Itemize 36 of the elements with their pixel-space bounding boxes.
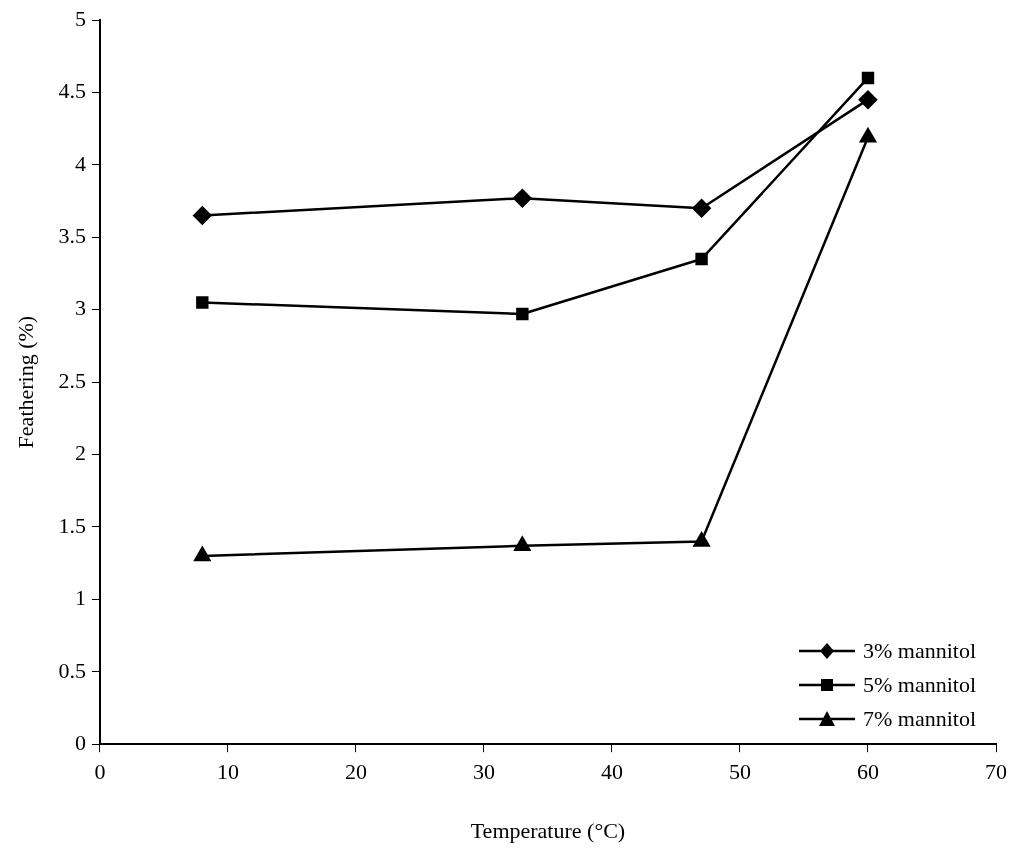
x-tick-label: 10 [216, 759, 239, 785]
y-tick-label: 3 [74, 295, 86, 321]
y-axis-title: Feathering (%) [12, 315, 38, 449]
x-tick-label: 70 [985, 759, 1007, 785]
x-tick-label: 60 [856, 759, 879, 785]
y-tick-label: 0 [74, 729, 86, 755]
point [692, 199, 711, 218]
legend-label: 5% mannitol [863, 672, 977, 699]
x-tick-label: 50 [728, 759, 751, 785]
x-tick-label: 30 [472, 759, 495, 785]
y-tick-label: 2 [74, 440, 86, 466]
x-tick-label: 0 [94, 759, 106, 785]
point [695, 252, 708, 266]
y-tick-label: 1.5 [58, 512, 86, 538]
point [196, 296, 209, 309]
y-tick-label: 4 [74, 150, 86, 176]
y-tick-label: 2.5 [58, 367, 86, 393]
point [516, 307, 529, 321]
point [194, 546, 211, 562]
point [193, 206, 212, 225]
y-tick-label: 4.5 [58, 78, 86, 104]
point [514, 536, 531, 552]
point [513, 188, 532, 208]
y-tick-label: 3.5 [58, 223, 86, 249]
legend-label: 3% mannitol [863, 638, 977, 665]
legend-label: 7% mannitol [863, 706, 977, 733]
y-tick-label: 0.5 [58, 657, 86, 683]
point [693, 532, 710, 547]
point [859, 128, 877, 143]
point [861, 71, 875, 85]
x-axis-title: Temperature (°C) [470, 817, 626, 843]
y-tick-label: 1 [74, 585, 86, 611]
y-tick-label: 5 [74, 5, 86, 31]
x-tick-label: 40 [600, 759, 623, 785]
x-tick-label: 20 [344, 759, 367, 785]
point [858, 90, 878, 109]
